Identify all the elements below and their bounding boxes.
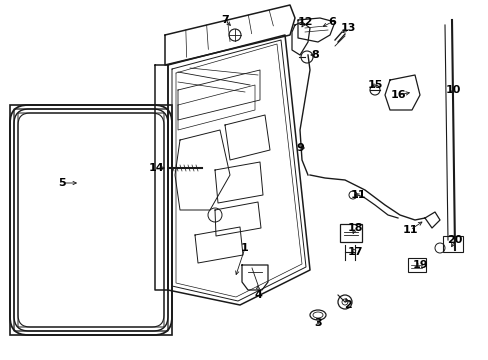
Text: 18: 18 <box>346 223 362 233</box>
Text: 1: 1 <box>241 243 248 253</box>
Text: 13: 13 <box>340 23 355 33</box>
Text: 20: 20 <box>447 235 462 245</box>
Text: 11: 11 <box>349 190 365 200</box>
Text: 16: 16 <box>389 90 405 100</box>
Text: 3: 3 <box>314 318 321 328</box>
Text: 5: 5 <box>58 178 66 188</box>
Text: 12: 12 <box>297 17 312 27</box>
Text: 15: 15 <box>366 80 382 90</box>
Text: 17: 17 <box>346 247 362 257</box>
Text: 10: 10 <box>445 85 460 95</box>
Bar <box>442 236 462 252</box>
Text: 9: 9 <box>295 143 304 153</box>
Text: 14: 14 <box>149 163 164 173</box>
Text: 6: 6 <box>327 17 335 27</box>
Text: 19: 19 <box>411 260 427 270</box>
Text: 2: 2 <box>344 300 351 310</box>
Bar <box>407 258 425 272</box>
Text: 11: 11 <box>402 225 417 235</box>
Text: 7: 7 <box>221 15 228 25</box>
Text: 4: 4 <box>254 290 262 300</box>
Bar <box>339 224 361 242</box>
Text: 8: 8 <box>310 50 318 60</box>
